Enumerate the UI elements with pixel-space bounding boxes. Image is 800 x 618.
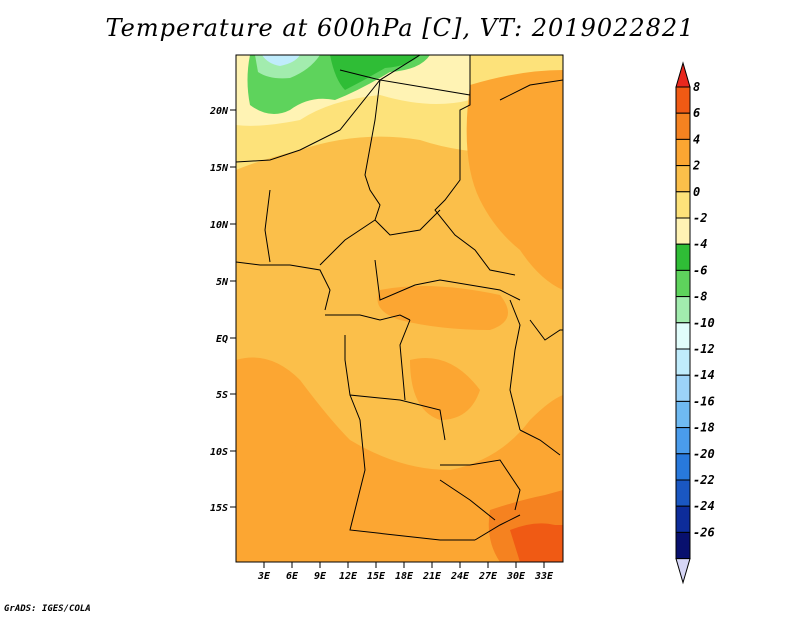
colorbar-swatch bbox=[675, 427, 691, 455]
lat-label: 15N bbox=[210, 163, 229, 174]
colorbar-label: -14 bbox=[693, 368, 715, 382]
colorbar-label: -10 bbox=[693, 316, 715, 330]
chart-title: Temperature at 600hPa [C], VT: 201902282… bbox=[105, 14, 695, 42]
colorbar-swatch bbox=[675, 269, 691, 298]
colorbar-swatch bbox=[675, 112, 691, 140]
lon-label: 33E bbox=[534, 571, 554, 582]
lat-label: 5S bbox=[216, 390, 228, 401]
lat-label: 15S bbox=[210, 503, 228, 514]
colorbar-swatch bbox=[675, 243, 691, 271]
lon-labels: 3E 6E 9E 12E 15E 18E 21E 24E 27E 30E 33E bbox=[257, 571, 554, 582]
colorbar-swatch bbox=[675, 217, 691, 245]
lon-label: 9E bbox=[314, 571, 327, 582]
field-green-dark bbox=[330, 55, 420, 90]
colorbar-swatch bbox=[675, 296, 691, 324]
colorbar-swatch bbox=[675, 165, 691, 193]
colorbar-swatch bbox=[675, 322, 691, 350]
colorbar-swatch bbox=[675, 348, 691, 376]
colorbar-swatch bbox=[675, 505, 691, 533]
lat-label: 20N bbox=[209, 106, 229, 117]
colorbar: 8 6 4 2 0 -2 -4 -6 -8 -10 -12 -14 -16 -18 -20 -22 -24 -26 bbox=[675, 61, 715, 585]
field-warm-south bbox=[236, 357, 563, 562]
field-warm-west bbox=[236, 380, 300, 500]
colorbar-label: -4 bbox=[693, 237, 707, 251]
lon-label: 18E bbox=[395, 571, 414, 582]
colorbar-label: -12 bbox=[693, 342, 715, 356]
colorbar-swatch bbox=[675, 400, 691, 429]
lat-labels: 20N 15N 10N 5N EQ 5S 10S 15S bbox=[209, 106, 229, 514]
colorbar-label: -18 bbox=[693, 421, 715, 435]
colorbar-swatch bbox=[675, 191, 691, 219]
field-blue-patch bbox=[262, 55, 300, 66]
colorbar-label: -22 bbox=[693, 473, 715, 487]
colorbar-swatch bbox=[675, 374, 691, 402]
colorbar-bottom-arrow bbox=[675, 558, 691, 585]
colorbar-label: -6 bbox=[693, 263, 707, 277]
lat-label: 5N bbox=[216, 277, 229, 288]
colorbar-swatch bbox=[675, 453, 691, 481]
colorbar-label: -16 bbox=[693, 394, 715, 408]
lat-label: 10N bbox=[210, 220, 229, 231]
colorbar-label: 4 bbox=[693, 132, 700, 146]
country-borders bbox=[236, 55, 563, 541]
colorbar-swatch bbox=[675, 86, 691, 114]
colorbar-swatch bbox=[675, 479, 691, 507]
colorbar-label: 2 bbox=[692, 159, 700, 173]
lat-label: 10S bbox=[210, 447, 228, 458]
lon-label: 12E bbox=[339, 571, 358, 582]
lon-label: 6E bbox=[286, 571, 299, 582]
colorbar-label: -8 bbox=[693, 290, 707, 304]
temperature-field bbox=[236, 55, 563, 562]
lon-label: 27E bbox=[478, 571, 498, 582]
field-hotter-southeast bbox=[510, 523, 563, 562]
map-frame bbox=[235, 54, 564, 563]
lon-label: 15E bbox=[367, 571, 386, 582]
lon-label: 24E bbox=[450, 571, 470, 582]
colorbar-label: 8 bbox=[693, 80, 700, 94]
colorbar-label: -24 bbox=[693, 499, 715, 513]
lon-label: 30E bbox=[506, 571, 526, 582]
lon-label: 21E bbox=[422, 571, 442, 582]
colorbar-swatch bbox=[675, 531, 691, 560]
colorbar-label: -20 bbox=[693, 447, 715, 461]
colorbar-label: 6 bbox=[693, 106, 700, 120]
lat-axis bbox=[230, 109, 236, 508]
lon-label: 3E bbox=[257, 571, 271, 582]
colorbar-label: -26 bbox=[693, 525, 715, 539]
colorbar-label: 0 bbox=[693, 185, 700, 199]
field-warm-mid bbox=[410, 358, 480, 420]
colorbar-top-arrow bbox=[675, 61, 691, 88]
lon-axis bbox=[263, 562, 545, 568]
field-warm-ne-band bbox=[377, 286, 508, 330]
colorbar-label: -2 bbox=[693, 211, 707, 225]
credit-text: GrADS: IGES/COLA bbox=[4, 604, 91, 614]
lat-label: EQ bbox=[216, 334, 228, 345]
field-warm-east bbox=[466, 70, 563, 290]
colorbar-swatch bbox=[675, 138, 691, 167]
